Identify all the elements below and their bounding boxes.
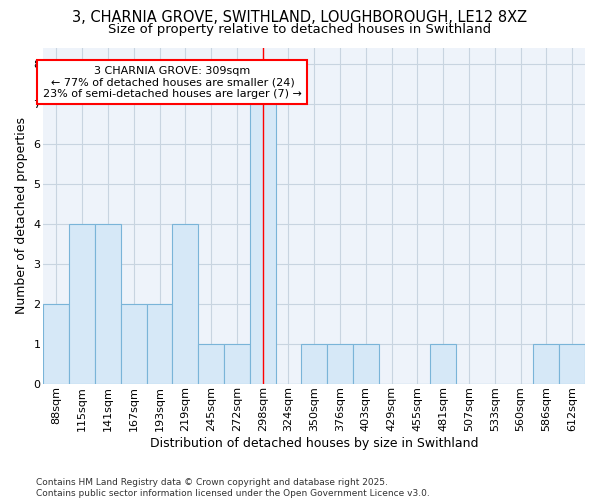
Bar bbox=[146, 304, 172, 384]
Bar bbox=[353, 344, 379, 384]
Bar bbox=[327, 344, 353, 384]
Bar bbox=[69, 224, 95, 384]
Y-axis label: Number of detached properties: Number of detached properties bbox=[15, 117, 28, 314]
Text: Contains HM Land Registry data © Crown copyright and database right 2025.
Contai: Contains HM Land Registry data © Crown c… bbox=[36, 478, 430, 498]
Bar bbox=[43, 304, 69, 384]
Bar bbox=[198, 344, 224, 384]
Bar bbox=[301, 344, 327, 384]
Bar bbox=[121, 304, 146, 384]
X-axis label: Distribution of detached houses by size in Swithland: Distribution of detached houses by size … bbox=[150, 437, 478, 450]
Bar bbox=[172, 224, 198, 384]
Bar bbox=[430, 344, 456, 384]
Bar bbox=[95, 224, 121, 384]
Text: Size of property relative to detached houses in Swithland: Size of property relative to detached ho… bbox=[109, 22, 491, 36]
Bar bbox=[533, 344, 559, 384]
Bar bbox=[559, 344, 585, 384]
Bar bbox=[224, 344, 250, 384]
Bar bbox=[250, 104, 275, 384]
Text: 3, CHARNIA GROVE, SWITHLAND, LOUGHBOROUGH, LE12 8XZ: 3, CHARNIA GROVE, SWITHLAND, LOUGHBOROUG… bbox=[73, 10, 527, 25]
Text: 3 CHARNIA GROVE: 309sqm
← 77% of detached houses are smaller (24)
23% of semi-de: 3 CHARNIA GROVE: 309sqm ← 77% of detache… bbox=[43, 66, 302, 98]
